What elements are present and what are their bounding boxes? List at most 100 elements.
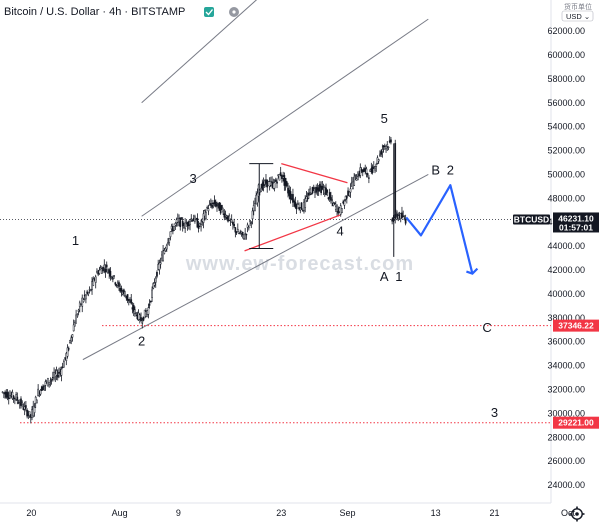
candle-body <box>317 187 320 192</box>
y-tick-label: 34000.00 <box>547 361 585 371</box>
candle-body <box>112 278 114 280</box>
candle-body <box>26 409 28 417</box>
lower-channel-line <box>82 173 429 361</box>
currency-value: USD ⌄ <box>566 12 590 21</box>
candle-body <box>233 224 235 227</box>
candle-body <box>56 374 59 378</box>
candle-body <box>380 151 382 155</box>
upper-channel-line <box>141 0 258 104</box>
candle-body <box>222 210 224 213</box>
candle-series[interactable] <box>1 136 407 424</box>
currency-selector[interactable]: USD ⌄ <box>561 10 594 22</box>
y-tick-label: 44000.00 <box>547 241 585 251</box>
chart-title: Bitcoin / U.S. Dollar · 4h · BITSTAMP <box>4 6 185 18</box>
candle-body <box>60 369 63 376</box>
candle-body <box>375 164 378 167</box>
candle-body <box>70 337 73 342</box>
candle-body <box>85 294 87 300</box>
candle-body <box>368 177 370 179</box>
candle-body <box>169 231 172 238</box>
candle-body <box>76 315 79 317</box>
candle-body <box>16 396 19 401</box>
candle-body <box>279 172 282 176</box>
current-price-timer: 01:57:01 <box>559 222 593 232</box>
candle-body <box>20 398 22 406</box>
candle-body <box>127 298 130 301</box>
wave-label: A <box>380 269 389 284</box>
triangle-lines <box>244 163 348 252</box>
candle-body <box>6 392 9 398</box>
candle-body <box>158 262 161 270</box>
candle-body <box>71 334 74 338</box>
x-tick-label: 21 <box>489 508 499 518</box>
candle-body <box>39 390 42 395</box>
candle-body <box>181 220 184 227</box>
candle-body <box>147 307 150 315</box>
candle-body <box>247 226 250 229</box>
candle-body <box>349 188 352 193</box>
candle-body <box>285 181 288 187</box>
candle-body <box>17 402 20 404</box>
candle-body <box>25 405 27 408</box>
candle-body <box>289 191 292 200</box>
candle-body <box>235 231 238 234</box>
y-tick-label: 48000.00 <box>547 193 585 203</box>
candle-body <box>254 203 256 212</box>
candle-body <box>114 282 117 285</box>
candle-body <box>300 202 303 210</box>
candle-body <box>94 276 97 283</box>
y-tick-label: 50000.00 <box>547 169 585 179</box>
candle-body <box>230 219 233 223</box>
settings-icon[interactable] <box>229 7 239 17</box>
x-tick-label: Sep <box>339 508 355 518</box>
y-tick-label: 36000.00 <box>547 337 585 347</box>
x-tick-label: Aug <box>112 508 128 518</box>
candle-body <box>67 348 70 350</box>
candle-body <box>138 314 141 320</box>
eye-icon[interactable] <box>204 7 214 17</box>
x-tick-label: 20 <box>26 508 36 518</box>
candle-body <box>152 283 155 289</box>
candle-body <box>200 224 202 228</box>
price-axis[interactable]: 24000.00 26000.00 28000.00 30000.00 32000.00… <box>547 26 585 490</box>
candle-body <box>330 197 332 201</box>
candle-body <box>28 411 31 416</box>
candle-body <box>295 204 298 210</box>
candle-body <box>210 203 212 206</box>
y-tick-label: 58000.00 <box>547 74 585 84</box>
candle-body <box>189 221 191 226</box>
candle-body <box>104 268 107 273</box>
candle-body <box>219 205 222 214</box>
candle-body <box>402 215 405 217</box>
candle-body <box>154 277 157 283</box>
wave-label: 1 <box>72 233 79 248</box>
middle-channel-line <box>141 18 429 217</box>
candle-body <box>387 146 390 149</box>
candle-body <box>260 187 262 193</box>
settings-gear-icon[interactable] <box>569 506 585 522</box>
candle-body <box>243 238 245 240</box>
candle-body <box>366 173 369 176</box>
candle-body <box>65 353 68 361</box>
candle-body <box>55 370 58 376</box>
candle-body <box>23 406 26 410</box>
wave-label: C <box>482 320 491 335</box>
channel-lines <box>82 0 429 361</box>
candle-body <box>48 381 51 385</box>
candle-body <box>135 312 137 314</box>
candle-body <box>309 188 311 193</box>
candle-body <box>321 186 324 190</box>
candle-body <box>87 292 90 295</box>
candle-body <box>386 144 389 147</box>
currency-label: 货币单位 <box>564 2 592 11</box>
time-axis[interactable]: 20 Aug 9 23 Sep 13 21 Oct <box>26 508 575 518</box>
candle-body <box>372 166 375 168</box>
candle-body <box>326 189 329 193</box>
candle-body <box>246 224 249 228</box>
projection-arrowhead <box>466 267 479 275</box>
candle-body <box>110 276 113 278</box>
y-tick-label: 42000.00 <box>547 265 585 275</box>
